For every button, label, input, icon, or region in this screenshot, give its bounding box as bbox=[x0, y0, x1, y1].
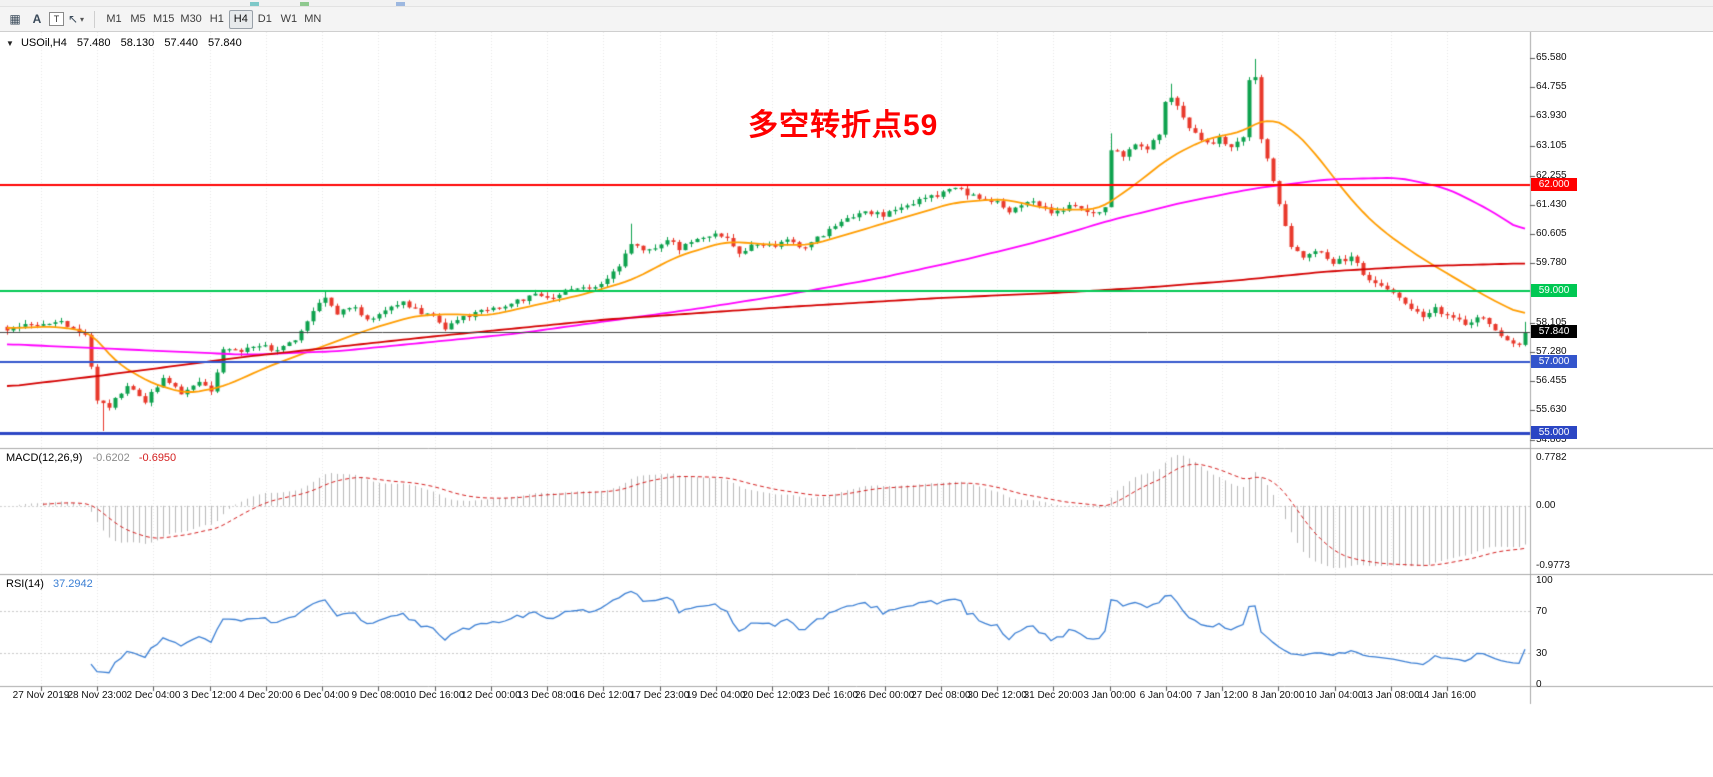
price-tick-label: 57.280 bbox=[1536, 345, 1567, 357]
label-tool-button[interactable]: T bbox=[49, 12, 64, 26]
ohlc-low: 57.440 bbox=[164, 37, 198, 49]
time-axis-label: 13 Dec 08:00 bbox=[517, 690, 577, 701]
rsi-label: RSI(14) 37.2942 bbox=[6, 578, 93, 590]
rsi-value: 37.2942 bbox=[52, 578, 93, 590]
clipped-icon bbox=[250, 2, 259, 6]
price-tick-label: 63.930 bbox=[1536, 110, 1567, 122]
macd-main-value: -0.6202 bbox=[92, 452, 130, 464]
rsi-name: RSI(14) bbox=[6, 578, 44, 590]
price-level-badge-62.000: 62.000 bbox=[1531, 178, 1577, 191]
timeframe-bar: M1 M5 M15 M30 H1 H4 D1 W1 MN bbox=[102, 9, 325, 29]
price-tick-label: 58.105 bbox=[1536, 316, 1567, 328]
time-axis-label: 20 Dec 12:00 bbox=[742, 690, 802, 701]
chart-dropdown-icon[interactable]: ▼ bbox=[6, 39, 14, 48]
pane-splitter-macd[interactable] bbox=[0, 446, 1530, 451]
timeframe-button-d1[interactable]: D1 bbox=[257, 13, 272, 25]
time-axis-label: 19 Dec 04:00 bbox=[686, 690, 746, 701]
timeframe-button-w1[interactable]: W1 bbox=[280, 13, 298, 25]
chart-title: ▼ USOil,H4 57.480 58.130 57.440 57.840 bbox=[6, 37, 242, 49]
timeframe-button-m5[interactable]: M5 bbox=[130, 13, 146, 25]
time-axis-label: 3 Jan 00:00 bbox=[1083, 690, 1136, 701]
rsi-scale-30: 30 bbox=[1536, 647, 1548, 659]
price-level-badge-59.000: 59.000 bbox=[1531, 284, 1577, 297]
price-tick-label: 61.430 bbox=[1536, 198, 1567, 210]
time-axis-label: 16 Dec 12:00 bbox=[573, 690, 634, 701]
timeframe-button-m1[interactable]: M1 bbox=[106, 13, 122, 25]
text-tool-button[interactable]: A bbox=[32, 12, 42, 26]
time-axis-label: 10 Jan 04:00 bbox=[1305, 690, 1364, 701]
clipped-toolbar-row bbox=[0, 0, 1713, 7]
time-axis-label: 3 Dec 12:00 bbox=[182, 690, 237, 701]
price-tick-label: 56.455 bbox=[1536, 375, 1567, 387]
macd-name: MACD(12,26,9) bbox=[6, 452, 83, 464]
time-axis-label: 10 Dec 16:00 bbox=[404, 690, 465, 701]
time-axis-label: 26 Dec 00:00 bbox=[854, 690, 915, 701]
grid-icon[interactable]: ▦ bbox=[9, 12, 21, 26]
current-price-badge: 57.840 bbox=[1531, 325, 1577, 338]
toolbar: ▦ A T ↖ ▾ M1 M5 M15 M30 H1 H4 D1 W1 MN bbox=[0, 7, 1713, 32]
clipped-icon bbox=[300, 2, 309, 6]
price-tick-label: 60.605 bbox=[1536, 228, 1567, 240]
price-tick-label: 64.755 bbox=[1536, 81, 1567, 93]
time-axis-label: 12 Dec 00:00 bbox=[461, 690, 521, 701]
timeframe-button-h4[interactable]: H4 bbox=[228, 9, 253, 29]
macd-label: MACD(12,26,9) -0.6202 -0.6950 bbox=[6, 452, 176, 464]
chart-annotation[interactable]: 多空转折点59 bbox=[748, 109, 939, 142]
macd-scale-zero: 0.00 bbox=[1536, 500, 1556, 511]
macd-signal-value: -0.6950 bbox=[138, 452, 177, 464]
price-tick-label: 63.105 bbox=[1536, 139, 1567, 151]
ohlc-close: 57.840 bbox=[208, 37, 242, 49]
chart-symbol-timeframe: USOil,H4 bbox=[20, 37, 67, 49]
time-axis-label: 7 Jan 12:00 bbox=[1195, 690, 1249, 701]
time-axis-label: 23 Dec 16:00 bbox=[798, 690, 859, 701]
price-tick-label: 55.630 bbox=[1536, 404, 1567, 416]
timeframe-button-m15[interactable]: M15 bbox=[153, 13, 175, 25]
clipped-icon bbox=[396, 2, 405, 6]
arrows-tool-button[interactable]: ↖ ▾ bbox=[66, 10, 86, 29]
rsi-scale-100: 100 bbox=[1536, 575, 1553, 586]
time-axis-label: 4 Dec 20:00 bbox=[238, 690, 293, 701]
time-axis-label: 2 Dec 04:00 bbox=[126, 690, 181, 701]
rsi-scale-0: 0 bbox=[1536, 679, 1542, 690]
toolbar-separator bbox=[94, 10, 95, 28]
time-axis-label: 14 Jan 16:00 bbox=[1418, 690, 1476, 701]
price-tick-label: 62.255 bbox=[1536, 169, 1567, 181]
pane-splitter-rsi[interactable] bbox=[0, 572, 1530, 577]
ohlc-open: 57.480 bbox=[76, 37, 111, 49]
time-axis-label: 13 Jan 08:00 bbox=[1361, 690, 1420, 701]
timeframe-button-mn[interactable]: MN bbox=[304, 13, 322, 25]
time-axis-label: 9 Dec 08:00 bbox=[351, 690, 406, 701]
price-level-badge-57.000: 57.000 bbox=[1531, 355, 1577, 368]
time-axis-label: 27 Dec 08:00 bbox=[911, 690, 971, 701]
time-axis-label: 6 Dec 04:00 bbox=[295, 690, 350, 701]
time-axis-label: 27 Nov 2019 bbox=[12, 690, 70, 701]
timeframe-button-m30[interactable]: M30 bbox=[180, 13, 202, 25]
arrow-tool-icon: ↖ bbox=[67, 12, 79, 26]
dropdown-caret-icon: ▾ bbox=[80, 14, 85, 24]
price-tick-label: 59.780 bbox=[1536, 257, 1567, 269]
macd-scale-top: 0.7782 bbox=[1536, 452, 1567, 463]
price-tick-label: 65.580 bbox=[1536, 51, 1567, 63]
time-axis-label: 30 Dec 12:00 bbox=[967, 690, 1027, 701]
rsi-scale-70: 70 bbox=[1536, 606, 1548, 618]
ohlc-high: 58.130 bbox=[120, 37, 155, 49]
price-tick-label: 54.805 bbox=[1536, 433, 1567, 445]
time-axis-label: 17 Dec 23:00 bbox=[629, 690, 690, 701]
time-axis-label: 6 Jan 04:00 bbox=[1139, 690, 1192, 701]
time-axis-label: 8 Jan 20:00 bbox=[1252, 690, 1305, 701]
price-level-badge-55.000: 55.000 bbox=[1531, 426, 1577, 439]
time-axis-label: 28 Nov 23:00 bbox=[67, 690, 127, 701]
timeframe-button-h1[interactable]: H1 bbox=[209, 13, 224, 25]
time-axis-label: 31 Dec 20:00 bbox=[1023, 690, 1084, 701]
macd-scale-bottom: -0.9773 bbox=[1536, 560, 1570, 571]
